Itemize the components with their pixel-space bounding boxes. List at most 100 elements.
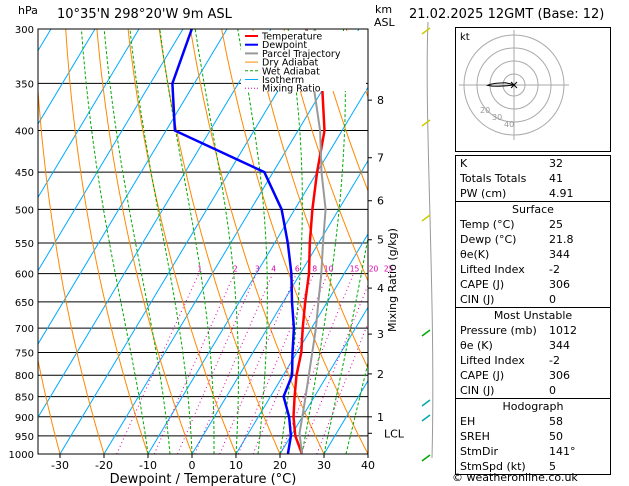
index-key: PW (cm) [460, 187, 507, 200]
location-title: 10°35'N 298°20'W 9m ASL [57, 7, 232, 22]
wet-adiabat-line [129, 29, 193, 454]
surface-row: Dewp (°C) 21.8 [456, 232, 610, 247]
index-row: K 32 [456, 156, 610, 171]
plot-frame [37, 28, 369, 455]
surface-title: Surface [456, 201, 610, 217]
pressure-tick-label: 400 [15, 127, 34, 138]
wind-barb [421, 454, 431, 462]
most-unstable-value: 306 [549, 369, 570, 382]
x-axis-label: Dewpoint / Temperature (°C) [110, 472, 297, 486]
pressure-tick-label: 650 [15, 298, 34, 309]
pressure-tick-label: 1000 [9, 450, 34, 461]
wet-adiabat-line [279, 29, 303, 454]
hodograph-table-key: StmDir [460, 445, 499, 458]
wind-barb [421, 119, 431, 127]
mixing-ratio-line [316, 321, 368, 454]
most-unstable-row: CAPE (J) 306 [456, 368, 610, 383]
dry-adiabat-line [314, 29, 368, 193]
surface-key: Lifted Index [460, 263, 525, 276]
temperature-tick-label: 40 [361, 459, 375, 472]
pressure-tick-label: 950 [15, 432, 34, 443]
surface-key: CAPE (J) [460, 278, 505, 291]
legend-entry: Dewpoint [262, 40, 307, 51]
most-unstable-key: CAPE (J) [460, 369, 505, 382]
legend-entry: Mixing Ratio [262, 84, 321, 95]
wind-barb [421, 214, 431, 222]
legend-entry: Temperature [261, 32, 322, 43]
most-unstable-key: Pressure (mb) [460, 324, 537, 337]
isotherm-line [38, 29, 228, 345]
wind-barb [421, 27, 431, 35]
mixing-ratio-line [237, 273, 315, 454]
index-row: PW (cm) 4.91 [456, 186, 610, 201]
isotherm-line [38, 29, 140, 199]
isotherm-line [38, 29, 272, 419]
height-tick-label: LCL [384, 427, 405, 440]
most-unstable-key: θe (K) [460, 339, 493, 352]
index-value: 4.91 [549, 187, 574, 200]
surface-row: CIN (J) 0 [456, 292, 610, 307]
mixing-ratio-label: 3 [255, 265, 260, 274]
mixing-ratio-label: 10 [324, 265, 334, 274]
mixing-ratio-axis-label: Mixing Ratio (g/kg) [386, 228, 399, 332]
dry-adiabat-line [38, 357, 61, 454]
km-label: km [375, 3, 393, 16]
hodograph-table-value: 58 [549, 415, 563, 428]
most-unstable-row: θe (K) 344 [456, 338, 610, 353]
most-unstable-key: Lifted Index [460, 354, 525, 367]
index-key: Totals Totals [460, 172, 527, 185]
wind-barbs [421, 21, 434, 462]
isotherm-line [323, 379, 368, 454]
hodograph-table-value: 141° [549, 445, 576, 458]
wet-adiabat-line [159, 29, 215, 454]
indices-panel: K 32 Totals Totals 41 PW (cm) 4.91 Surface Te… [455, 155, 611, 475]
hodograph-table-value: 5 [549, 460, 556, 473]
hodograph-ring-label: 40 [504, 120, 514, 129]
most-unstable-value: 1012 [549, 324, 577, 337]
isotherm-line [279, 306, 368, 454]
asl-label: ASL [374, 16, 395, 29]
hodograph-ring-label: 20 [480, 106, 490, 115]
surface-row: Temp (°C) 25 [456, 217, 610, 232]
height-tick-label: 7 [377, 152, 384, 165]
mixing-ratio-line [280, 273, 354, 454]
hodograph-table-key: SREH [460, 430, 490, 443]
isotherm-line [38, 29, 96, 125]
dry-adiabat-line [221, 29, 368, 454]
storm-motion-marker [510, 81, 518, 89]
dry-adiabat-line [158, 29, 281, 454]
hodograph-table-row: StmSpd (kt) 5 [456, 459, 610, 474]
dry-adiabat-line [65, 29, 149, 454]
temperature-line [292, 29, 326, 454]
hodograph-panel: kt 40 30 20 [455, 27, 611, 152]
dry-adiabat-line [283, 29, 368, 283]
temperature-tick-label: -30 [51, 459, 69, 472]
dry-adiabat-line [96, 29, 193, 454]
wind-staff [426, 21, 434, 459]
legend-entry: Dry Adiabat [262, 58, 319, 69]
pressure-tick-label: 550 [15, 239, 34, 250]
most-unstable-value: 344 [549, 339, 570, 352]
surface-key: Dewp (°C) [460, 233, 517, 246]
isotherm-line [235, 233, 368, 454]
height-tick-label: 8 [377, 94, 384, 107]
temperature-tick-label: 0 [189, 459, 196, 472]
height-tick-label: 6 [377, 195, 384, 208]
pressure-tick-label: 800 [15, 371, 34, 382]
pressure-tick-label: 900 [15, 413, 34, 424]
wind-barb [421, 329, 431, 337]
datetime-title: 21.02.2025 12GMT (Base: 12) [409, 7, 605, 22]
surface-value: 25 [549, 218, 563, 231]
most-unstable-row: Lifted Index -2 [456, 353, 610, 368]
dry-adiabat-line [38, 83, 105, 454]
dewpoint-line [171, 29, 296, 454]
height-tick-label: 4 [377, 282, 384, 295]
hodograph-ring-label: 30 [492, 113, 502, 122]
surface-key: CIN (J) [460, 293, 495, 306]
temperature-tick-label: -20 [95, 459, 113, 472]
hodograph-table-title: Hodograph [456, 398, 610, 414]
height-tick-label: 1 [377, 411, 384, 424]
surface-value: 344 [549, 248, 570, 261]
temperature-tick-label: 20 [273, 459, 287, 472]
